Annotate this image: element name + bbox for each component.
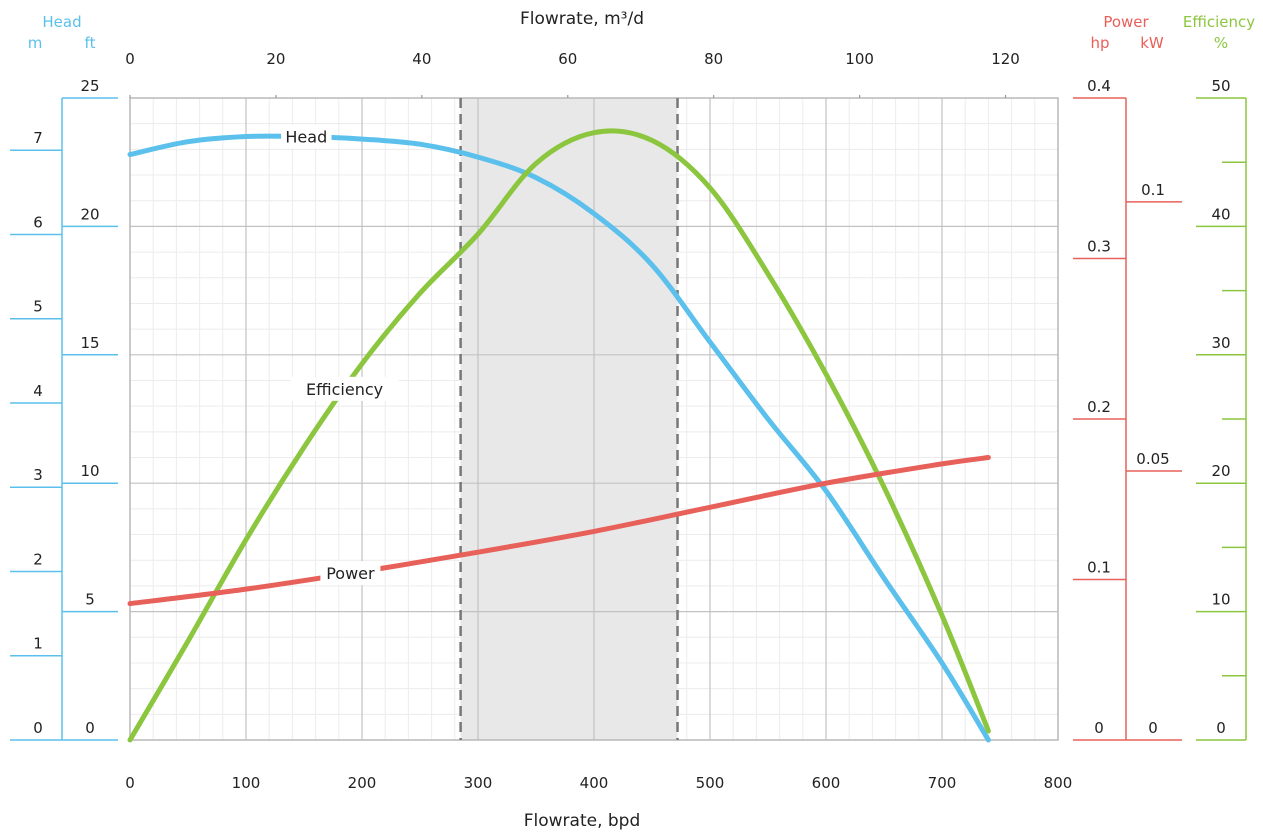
power-kw-unit: kW [1140,34,1164,52]
head-m-unit: m [28,34,43,52]
head-label-bg [281,124,332,149]
bottom-tick-label: 700 [928,774,957,792]
power-curve [127,455,991,607]
head-m-tick-label: 6 [33,213,43,231]
power-hp-tick-label: 0.4 [1087,77,1111,95]
efficiency-curve [127,128,991,743]
head-m-tick-label: 5 [33,298,43,316]
bottom-tick-label: 400 [580,774,609,792]
bottom-tick-label: 100 [232,774,261,792]
efficiency-tick-label: 30 [1211,334,1230,352]
top-axis-title: Flowrate, m³/d [520,9,644,29]
top-tick-label: 0 [125,50,135,68]
head-ft-tick-label: 5 [85,591,95,609]
top-tick-label: 60 [558,50,577,68]
head-m-tick-label: 3 [33,466,43,484]
power-hp-unit: hp [1090,34,1109,52]
bottom-axis-title: Flowrate, bpd [524,811,641,831]
efficiency-unit: % [1214,34,1228,52]
series: Head Efficiency Power [127,124,991,743]
efficiency-tick-label: 40 [1211,205,1230,223]
bottom-tick-label: 600 [812,774,841,792]
power-hp-tick-label: 0 [1094,719,1104,737]
head-ft-unit: ft [85,34,96,52]
power-kw-tick-label: 0 [1148,719,1158,737]
top-tick-label: 40 [412,50,431,68]
head-m-tick-label: 0 [33,719,43,737]
head-ft-tick-label: 0 [85,719,95,737]
head-m-tick-label: 1 [33,635,43,653]
efficiency-axis-title: Efficiency [1183,13,1255,31]
top-tick-label: 80 [704,50,723,68]
bottom-tick-label: 300 [464,774,493,792]
efficiency-tick-label: 0 [1216,719,1226,737]
head-m-tick-label: 7 [33,129,43,147]
bottom-tick-label: 500 [696,774,725,792]
power-hp-tick-label: 0.3 [1087,238,1111,256]
head-axis-title: Head [42,13,81,31]
top-tick-label: 20 [266,50,285,68]
head-ft-tick-label: 25 [80,77,99,95]
head-series-label: Head [285,128,327,147]
operating-range [129,97,1059,741]
bottom-tick-label: 0 [125,774,135,792]
efficiency-tick-label: 10 [1211,591,1230,609]
top-tick-label: 100 [845,50,874,68]
power-kw-tick-label: 0.1 [1141,181,1165,199]
head-m-tick-label: 2 [33,550,43,568]
plot-frame [129,97,1059,741]
operating-range-band [460,98,678,740]
power-label-bg [320,561,381,586]
top-tick-label: 120 [991,50,1020,68]
head-ft-tick-label: 15 [80,334,99,352]
head-ft-tick-label: 20 [80,205,99,223]
bottom-tick-label: 200 [348,774,377,792]
power-hp-tick-label: 0.2 [1087,398,1111,416]
head-ft-tick-label: 10 [80,462,99,480]
head-m-tick-label: 4 [33,382,43,400]
efficiency-series-label: Efficiency [306,380,383,399]
power-series-label: Power [326,564,375,583]
power-hp-tick-label: 0.1 [1087,559,1111,577]
efficiency-tick-label: 20 [1211,462,1230,480]
power-axis-title: Power [1103,13,1149,31]
power-kw-tick-label: 0.05 [1136,450,1169,468]
efficiency-tick-label: 50 [1211,77,1230,95]
bottom-tick-label: 800 [1044,774,1073,792]
efficiency-label-bg [290,376,399,401]
